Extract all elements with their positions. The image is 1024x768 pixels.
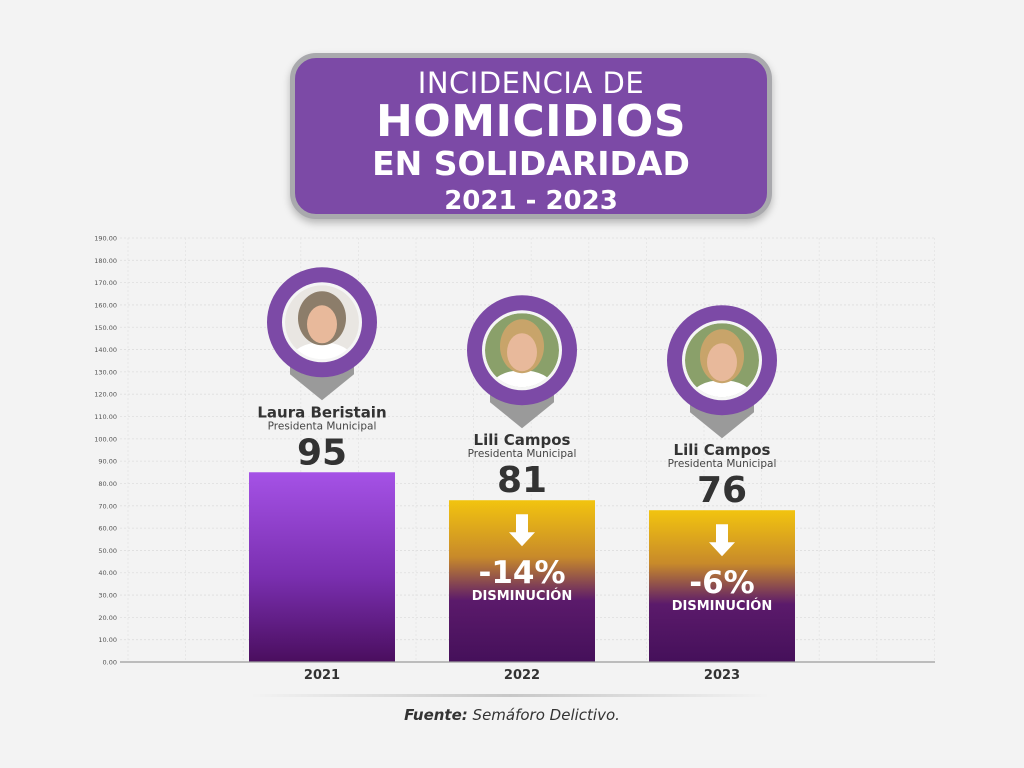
y-tick-label: 150.00: [94, 324, 117, 332]
source-text: Semáforo Delictivo.: [472, 706, 620, 724]
photo-face: [507, 333, 537, 372]
y-tick-label: 0.00: [103, 659, 117, 667]
value-label-2021: 95: [297, 432, 347, 473]
change-label: DISMINUCIÓN: [472, 588, 573, 604]
y-tick-label: 120.00: [94, 391, 117, 399]
title-line-1: INCIDENCIA DE: [417, 66, 645, 100]
role-label: Presidenta Municipal: [668, 458, 777, 470]
photo-face: [307, 305, 337, 344]
y-tick-label: 50.00: [98, 547, 117, 555]
value-label-2022: 81: [497, 460, 547, 501]
source-label: Fuente:: [404, 706, 468, 724]
avatar: [685, 323, 759, 398]
person-name: Lili Campos: [674, 441, 771, 459]
person-name: Lili Campos: [474, 431, 571, 449]
down-arrow-icon: [709, 524, 735, 557]
y-tick-label: 10.00: [98, 636, 117, 644]
y-tick-label: 80.00: [98, 480, 117, 488]
avatar-pin: [667, 305, 777, 439]
photo-shoulders: [692, 380, 752, 398]
change-label: DISMINUCIÓN: [672, 598, 773, 614]
y-tick-label: 110.00: [94, 413, 117, 421]
avatar-pin: [467, 295, 577, 429]
photo-shoulders: [492, 370, 552, 388]
y-tick-label: 100.00: [94, 435, 117, 443]
photo-face: [707, 343, 737, 382]
x-tick-label: 2023: [704, 668, 740, 683]
y-axis-ticks: 0.00 10.00 20.00 30.00 40.00 50.00 60.00 70.00 8…: [94, 235, 117, 667]
person-name: Laura Beristain: [257, 403, 386, 421]
y-tick-label: 170.00: [94, 279, 117, 287]
title-line-2: HOMICIDIOS: [375, 96, 687, 147]
y-tick-label: 180.00: [94, 257, 117, 265]
y-tick-label: 40.00: [98, 569, 117, 577]
title-banner: INCIDENCIA DE HOMICIDIOS EN SOLIDARIDAD …: [290, 53, 772, 219]
footer-divider: [250, 694, 770, 697]
down-arrow-icon: [509, 514, 535, 547]
avatar: [285, 285, 359, 360]
photo-shoulders: [292, 342, 352, 360]
y-tick-label: 60.00: [98, 525, 117, 533]
x-tick-label: 2022: [504, 668, 540, 683]
value-label-2023: 76: [697, 470, 747, 511]
y-tick-label: 70.00: [98, 502, 117, 510]
presenter-markers: [267, 267, 777, 439]
source-note: Fuente: Semáforo Delictivo.: [0, 706, 1024, 724]
y-tick-label: 90.00: [98, 458, 117, 466]
change-percent: -6%: [689, 565, 755, 601]
x-tick-label: 2021: [304, 668, 340, 683]
y-tick-label: 130.00: [94, 368, 117, 376]
y-tick-label: 20.00: [98, 614, 117, 622]
x-axis-labels: 2021 2022 2023: [304, 668, 740, 683]
bar-2021: [249, 472, 395, 662]
role-label: Presidenta Municipal: [468, 448, 577, 460]
change-percent: -14%: [478, 555, 565, 591]
title-line-3: EN SOLIDARIDAD: [372, 144, 690, 183]
y-tick-label: 160.00: [94, 301, 117, 309]
y-tick-label: 140.00: [94, 346, 117, 354]
avatar-pin: [267, 267, 377, 401]
avatar: [485, 313, 559, 388]
y-tick-label: 190.00: [94, 235, 117, 243]
role-label: Presidenta Municipal: [268, 420, 377, 432]
y-tick-label: 30.00: [98, 592, 117, 600]
title-line-4: 2021 - 2023: [444, 186, 618, 216]
